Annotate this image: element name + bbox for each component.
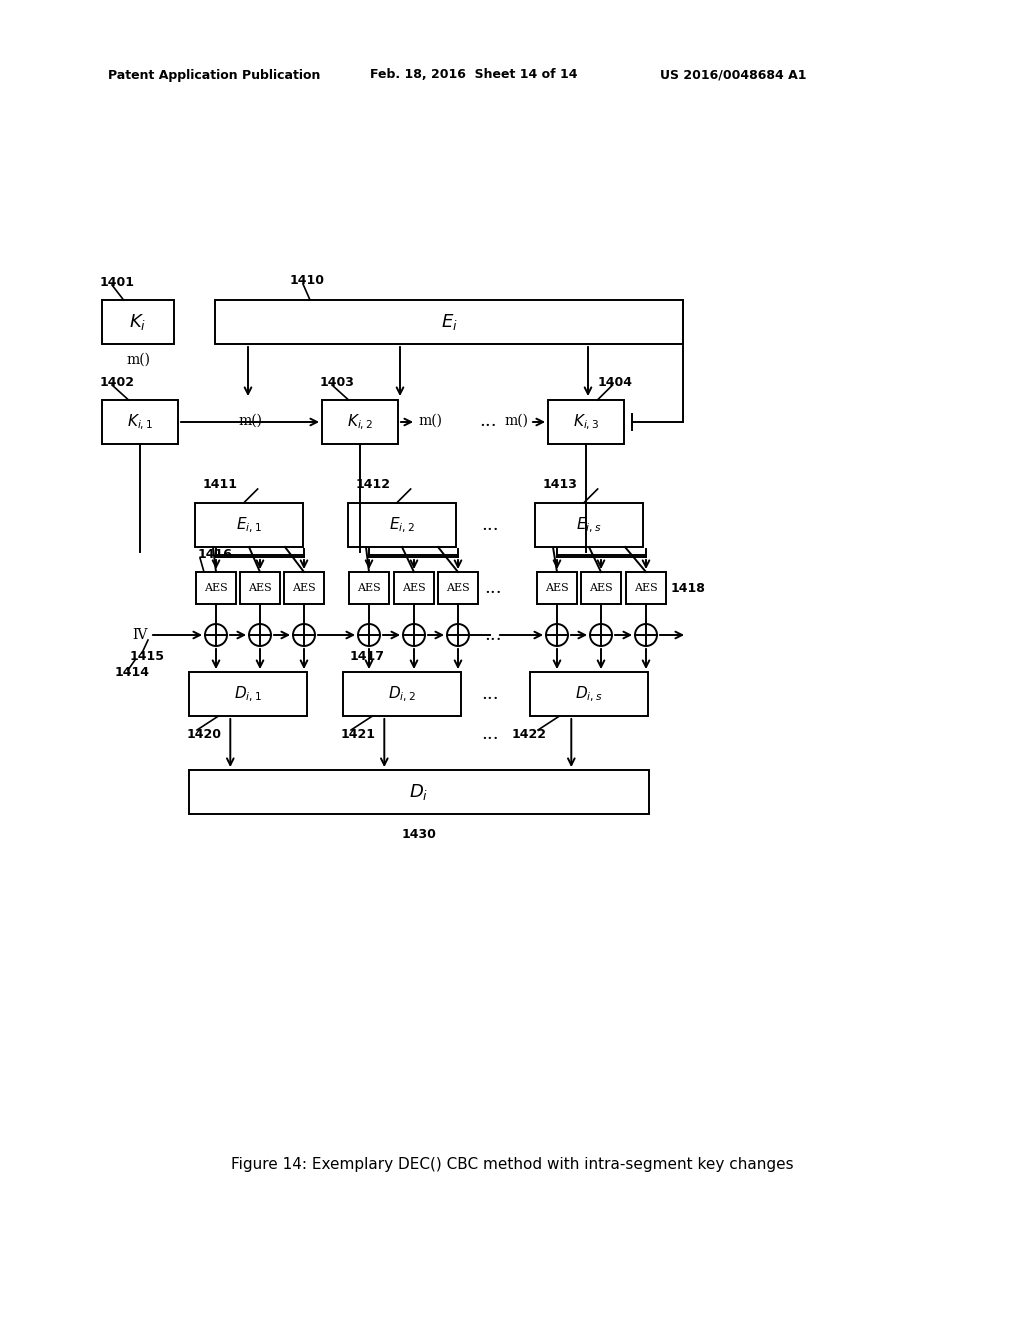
Bar [394, 572, 434, 605]
Circle shape [205, 624, 227, 645]
Text: 1402: 1402 [100, 375, 135, 388]
Text: 1403: 1403 [319, 375, 355, 388]
Text: 1430: 1430 [401, 828, 436, 841]
Text: 1411: 1411 [203, 479, 238, 491]
Circle shape [546, 624, 568, 645]
Text: 1410: 1410 [290, 273, 325, 286]
Text: m(): m() [126, 352, 150, 367]
Text: Patent Application Publication: Patent Application Publication [108, 69, 321, 82]
Text: AES: AES [589, 583, 613, 593]
Text: $E_i$: $E_i$ [440, 312, 458, 333]
Bar [240, 572, 280, 605]
Bar [349, 572, 389, 605]
Bar [348, 503, 456, 546]
Text: ...: ... [481, 516, 499, 535]
Text: $K_{i,2}$: $K_{i,2}$ [347, 412, 373, 432]
Text: 1415: 1415 [130, 651, 165, 664]
Bar [548, 400, 624, 444]
Text: 1420: 1420 [187, 727, 222, 741]
Text: AES: AES [402, 583, 426, 593]
Circle shape [249, 624, 271, 645]
Circle shape [293, 624, 315, 645]
Text: AES: AES [204, 583, 228, 593]
Text: $E_{i,2}$: $E_{i,2}$ [389, 515, 415, 535]
Bar [626, 572, 666, 605]
Bar [581, 572, 621, 605]
Text: Feb. 18, 2016  Sheet 14 of 14: Feb. 18, 2016 Sheet 14 of 14 [370, 69, 578, 82]
Text: 1413: 1413 [543, 479, 578, 491]
Text: AES: AES [357, 583, 381, 593]
Text: $K_{i,1}$: $K_{i,1}$ [127, 412, 153, 432]
Bar [196, 572, 236, 605]
Circle shape [403, 624, 425, 645]
Bar [215, 300, 683, 345]
Circle shape [590, 624, 612, 645]
Text: 1417: 1417 [350, 651, 385, 664]
Bar [343, 672, 461, 715]
Text: m(): m() [504, 414, 528, 428]
Circle shape [447, 624, 469, 645]
Bar [102, 400, 178, 444]
Text: ...: ... [484, 579, 502, 597]
Text: ...: ... [484, 626, 502, 644]
Text: AES: AES [634, 583, 657, 593]
Text: IV: IV [133, 628, 148, 642]
Text: $D_{i,2}$: $D_{i,2}$ [388, 684, 416, 704]
Bar [438, 572, 478, 605]
Text: ...: ... [481, 685, 499, 704]
Text: 1404: 1404 [598, 375, 633, 388]
Bar [195, 503, 303, 546]
Text: 1412: 1412 [356, 479, 391, 491]
Circle shape [635, 624, 657, 645]
Text: 1418: 1418 [671, 582, 706, 594]
Bar [102, 300, 174, 345]
Text: US 2016/0048684 A1: US 2016/0048684 A1 [660, 69, 807, 82]
Text: AES: AES [248, 583, 272, 593]
Text: AES: AES [446, 583, 470, 593]
Text: 1421: 1421 [341, 727, 376, 741]
Text: 1416: 1416 [198, 548, 232, 561]
Text: $D_{i,1}$: $D_{i,1}$ [234, 684, 262, 704]
Text: m(): m() [418, 414, 442, 428]
Text: AES: AES [545, 583, 569, 593]
Text: $E_{i,1}$: $E_{i,1}$ [237, 515, 262, 535]
Text: 1422: 1422 [512, 727, 547, 741]
Bar [322, 400, 398, 444]
Circle shape [358, 624, 380, 645]
Bar [530, 672, 648, 715]
Bar [189, 672, 307, 715]
Text: m(): m() [238, 414, 262, 428]
Bar [284, 572, 324, 605]
Text: $E_{i,s}$: $E_{i,s}$ [577, 515, 602, 535]
Text: 1414: 1414 [115, 667, 150, 680]
Bar [535, 503, 643, 546]
Text: AES: AES [292, 583, 315, 593]
Text: $D_{i,s}$: $D_{i,s}$ [575, 684, 603, 704]
Text: ...: ... [479, 412, 497, 430]
Text: 1401: 1401 [100, 276, 135, 289]
Text: $K_i$: $K_i$ [129, 312, 146, 333]
Text: $D_i$: $D_i$ [410, 781, 429, 803]
Text: $K_{i,3}$: $K_{i,3}$ [572, 412, 599, 432]
Text: Figure 14: Exemplary DEC() CBC method with intra-segment key changes: Figure 14: Exemplary DEC() CBC method wi… [230, 1158, 794, 1172]
Text: ...: ... [481, 725, 499, 743]
Bar [537, 572, 577, 605]
Bar [189, 770, 649, 814]
